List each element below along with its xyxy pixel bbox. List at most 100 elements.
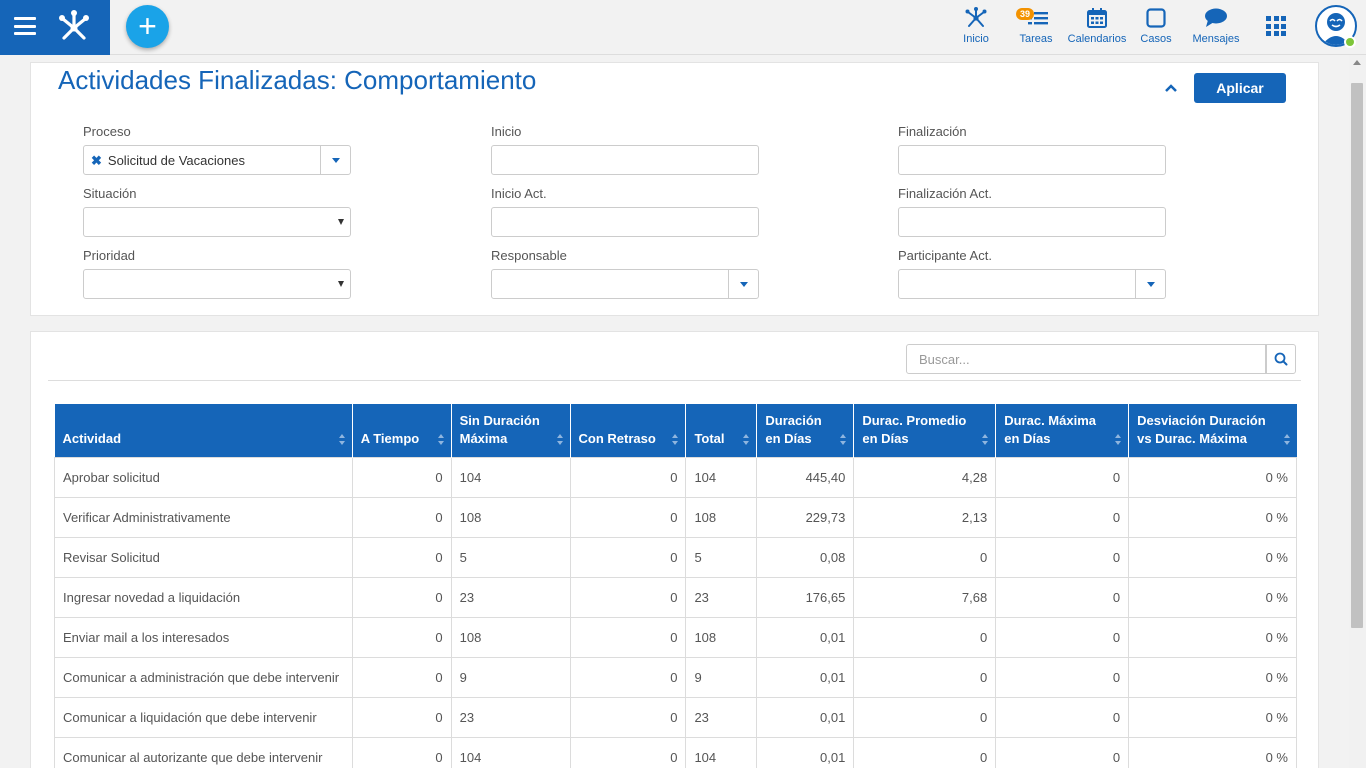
- column-header[interactable]: Duración en Días: [756, 404, 855, 457]
- table-cell: 0: [569, 496, 687, 538]
- search-icon: [1274, 352, 1288, 366]
- sort-icon[interactable]: [982, 433, 989, 445]
- hamburger-menu-icon[interactable]: [14, 17, 36, 35]
- table-cell: 23: [450, 696, 571, 738]
- nav-casos[interactable]: Casos: [1138, 6, 1174, 45]
- table-cell: 0: [995, 696, 1130, 738]
- proceso-chip-text: Solicitud de Vacaciones: [107, 153, 245, 168]
- column-header-line1: Duración: [765, 412, 822, 428]
- table-cell: 23: [450, 576, 571, 618]
- table-cell: 0: [853, 616, 997, 658]
- table-row[interactable]: Aprobar solicitud 0 104 0 104 445,40 4,28 0 0 %: [54, 456, 1297, 498]
- table-row[interactable]: Comunicar al autorizante que debe interv…: [54, 736, 1297, 768]
- finalizacion-label: Finalización: [898, 124, 967, 139]
- table-cell: 108: [685, 616, 758, 658]
- remove-chip-icon[interactable]: ✖: [91, 153, 102, 168]
- sort-icon[interactable]: [556, 433, 564, 445]
- table-cell: 0 %: [1128, 656, 1297, 698]
- table-cell: Comunicar al autorizante que debe interv…: [54, 736, 353, 768]
- column-header[interactable]: A Tiempo: [352, 404, 452, 457]
- column-header[interactable]: Con Retraso: [570, 404, 687, 457]
- square-icon: [1138, 6, 1174, 30]
- search-input[interactable]: [906, 344, 1266, 374]
- scroll-up-icon[interactable]: [1353, 60, 1361, 65]
- column-header-line2: Actividad: [62, 430, 122, 446]
- table-cell: 0: [351, 496, 452, 538]
- proceso-combobox[interactable]: ✖ Solicitud de Vacaciones: [83, 145, 351, 175]
- proceso-dropdown-button[interactable]: [320, 146, 350, 174]
- table-row[interactable]: Comunicar a liquidación que debe interve…: [54, 696, 1297, 738]
- table-row[interactable]: Comunicar a administración que debe inte…: [54, 656, 1297, 698]
- inicio-field[interactable]: [491, 145, 759, 175]
- inicio-act-field[interactable]: [491, 207, 759, 237]
- table-cell: 9: [450, 656, 571, 698]
- column-header[interactable]: Durac. Máxima en Días: [995, 404, 1130, 457]
- participante-dropdown-button[interactable]: [1135, 270, 1165, 298]
- finalizacion-act-field[interactable]: [898, 207, 1166, 237]
- table-row[interactable]: Enviar mail a los interesados 0 108 0 108 0,0…: [54, 616, 1297, 658]
- table-cell: 0 %: [1128, 496, 1297, 538]
- table-cell: 7,68: [853, 576, 997, 618]
- search-button[interactable]: [1266, 344, 1296, 374]
- sort-icon[interactable]: [672, 433, 679, 445]
- table-cell: 0: [351, 456, 452, 498]
- table-cell: 445,40: [756, 456, 855, 498]
- caret-down-icon: [332, 158, 340, 163]
- network-icon: [958, 6, 994, 30]
- table-cell: 0,01: [756, 616, 855, 658]
- online-status-indicator: [1344, 36, 1356, 48]
- apps-grid-icon[interactable]: [1266, 16, 1286, 36]
- page-scrollbar[interactable]: [1349, 55, 1366, 768]
- avatar[interactable]: [1315, 5, 1357, 47]
- column-header[interactable]: Actividad: [54, 404, 353, 457]
- chevron-up-icon[interactable]: [1164, 81, 1178, 95]
- table-cell: 104: [685, 456, 758, 498]
- nav-inicio[interactable]: Inicio: [958, 6, 994, 45]
- caret-down-icon: [1147, 282, 1155, 287]
- table-cell: 0: [995, 576, 1130, 618]
- column-header[interactable]: Total: [685, 404, 758, 457]
- sort-icon[interactable]: [338, 433, 346, 445]
- nav-calendarios[interactable]: Calendarios: [1066, 6, 1128, 45]
- nav-tareas-label: Tareas: [1019, 33, 1053, 45]
- prioridad-select[interactable]: [83, 269, 351, 299]
- table-cell: Enviar mail a los interesados: [54, 616, 353, 658]
- finalizacion-field[interactable]: [898, 145, 1166, 175]
- nav-mensajes[interactable]: Mensajes: [1190, 6, 1242, 45]
- table-row[interactable]: Revisar Solicitud 0 5 0 5 0,08 0 0 0 %: [54, 536, 1297, 578]
- table-header-row: Actividad A Tiempo Sin Duración Máxima Con R…: [54, 404, 1297, 457]
- column-header[interactable]: Desviación Duración vs Durac. Máxima: [1128, 404, 1297, 457]
- table-cell: 176,65: [756, 576, 855, 618]
- tasks-count-badge: 39: [1016, 8, 1035, 20]
- sort-icon[interactable]: [743, 433, 750, 445]
- table-row[interactable]: Verificar Administrativamente 0 108 0 108 229…: [54, 496, 1297, 538]
- column-header[interactable]: Sin Duración Máxima: [451, 404, 571, 457]
- user-avatar-icon: [1322, 13, 1350, 45]
- table-row[interactable]: Ingresar novedad a liquidación 0 23 0 23 176,…: [54, 576, 1297, 618]
- column-header[interactable]: Durac. Promedio en Días: [853, 404, 997, 457]
- table-cell: 0 %: [1128, 456, 1297, 498]
- sort-icon[interactable]: [1115, 433, 1122, 445]
- logo-icon[interactable]: [56, 8, 92, 44]
- responsable-combobox[interactable]: [491, 269, 759, 299]
- table-cell: 0: [569, 696, 687, 738]
- nav-tareas[interactable]: 39 Tareas: [1016, 6, 1056, 45]
- table-cell: 0: [853, 536, 997, 578]
- table-cell: 0,01: [756, 656, 855, 698]
- responsable-dropdown-button[interactable]: [728, 270, 758, 298]
- filter-panel: Actividades Finalizadas: Comportamiento …: [30, 62, 1319, 316]
- column-header-line1: Durac. Promedio: [862, 412, 967, 428]
- table-cell: 0: [995, 496, 1130, 538]
- scroll-thumb[interactable]: [1351, 83, 1363, 628]
- column-header-line2: Máxima: [459, 430, 508, 446]
- participante-combobox[interactable]: [898, 269, 1166, 299]
- apply-button[interactable]: Aplicar: [1194, 73, 1286, 103]
- sort-icon[interactable]: [1283, 433, 1291, 445]
- table-cell: 0: [569, 656, 687, 698]
- situacion-select[interactable]: [83, 207, 351, 237]
- add-button[interactable]: +: [126, 5, 169, 48]
- column-header-line2: en Días: [862, 430, 909, 446]
- sort-icon[interactable]: [840, 433, 847, 445]
- column-header-line2: vs Durac. Máxima: [1137, 430, 1247, 446]
- sort-icon[interactable]: [437, 433, 445, 445]
